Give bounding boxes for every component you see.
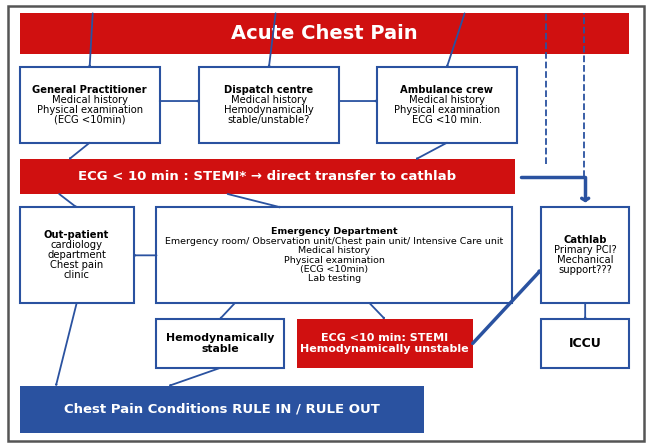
Text: Physical examination: Physical examination <box>394 105 500 115</box>
Text: Emergency room/ Observation unit/Chest pain unit/ Intensive Care unit: Emergency room/ Observation unit/Chest p… <box>165 237 503 246</box>
Text: Emergency Department: Emergency Department <box>271 227 398 236</box>
FancyArrowPatch shape <box>70 143 89 159</box>
Text: Chest pain: Chest pain <box>50 260 103 270</box>
FancyArrowPatch shape <box>56 303 76 385</box>
Text: cardiology: cardiology <box>51 240 102 250</box>
Text: Dispatch centre: Dispatch centre <box>224 85 314 95</box>
Bar <box>297 319 473 368</box>
Text: Primary PCI?: Primary PCI? <box>554 245 617 256</box>
Text: Medical history: Medical history <box>52 95 128 105</box>
Text: ECG < 10 min : STEMI* → direct transfer to cathlab: ECG < 10 min : STEMI* → direct transfer … <box>78 170 456 183</box>
Bar <box>20 207 134 303</box>
FancyArrowPatch shape <box>135 255 156 256</box>
Text: Hemodynamically: Hemodynamically <box>166 333 274 343</box>
FancyArrowPatch shape <box>228 194 280 207</box>
Bar <box>20 13 629 54</box>
Text: General Practitioner: General Practitioner <box>33 85 147 95</box>
FancyArrowPatch shape <box>170 368 220 386</box>
Text: ICCU: ICCU <box>569 337 602 350</box>
Text: Out-patient: Out-patient <box>44 231 110 240</box>
Text: clinic: clinic <box>64 270 89 280</box>
Bar <box>541 319 629 368</box>
Text: Chest Pain Conditions RULE IN / RULE OUT: Chest Pain Conditions RULE IN / RULE OUT <box>64 403 379 416</box>
Text: ECG <10 min.: ECG <10 min. <box>412 115 482 125</box>
Bar <box>156 207 512 303</box>
Text: department: department <box>47 250 106 260</box>
Text: Medical history: Medical history <box>298 246 370 255</box>
FancyArrowPatch shape <box>89 13 93 66</box>
Text: stable/unstable?: stable/unstable? <box>228 115 310 125</box>
FancyArrowPatch shape <box>473 271 540 343</box>
Text: Medical history: Medical history <box>231 95 307 105</box>
Text: Mechanical: Mechanical <box>557 255 614 265</box>
Bar <box>541 207 629 303</box>
Text: support???: support??? <box>558 265 612 275</box>
FancyArrowPatch shape <box>447 13 465 66</box>
Bar <box>199 67 339 143</box>
Text: Hemodynamically: Hemodynamically <box>224 105 314 115</box>
Text: stable: stable <box>201 344 239 354</box>
Bar <box>20 67 160 143</box>
Text: Physical examination: Physical examination <box>284 256 385 264</box>
Text: (ECG <10min): (ECG <10min) <box>54 115 125 125</box>
Text: (ECG <10min): (ECG <10min) <box>300 265 368 274</box>
Text: Cathlab: Cathlab <box>563 235 607 245</box>
Text: Hemodynamically unstable: Hemodynamically unstable <box>301 344 469 354</box>
Text: Ambulance crew: Ambulance crew <box>400 85 494 95</box>
FancyArrowPatch shape <box>269 13 276 66</box>
FancyArrowPatch shape <box>220 303 235 318</box>
FancyArrowPatch shape <box>370 303 384 318</box>
Text: ECG <10 min: STEMI: ECG <10 min: STEMI <box>321 333 448 343</box>
Text: Medical history: Medical history <box>409 95 485 105</box>
Bar <box>156 319 284 368</box>
Text: Acute Chest Pain: Acute Chest Pain <box>231 24 418 43</box>
FancyArrowPatch shape <box>417 143 447 159</box>
Text: Lab testing: Lab testing <box>308 274 361 283</box>
Bar <box>377 67 517 143</box>
Bar <box>20 386 424 433</box>
Text: Physical examination: Physical examination <box>37 105 143 115</box>
FancyArrowPatch shape <box>59 194 76 207</box>
Bar <box>20 159 515 194</box>
